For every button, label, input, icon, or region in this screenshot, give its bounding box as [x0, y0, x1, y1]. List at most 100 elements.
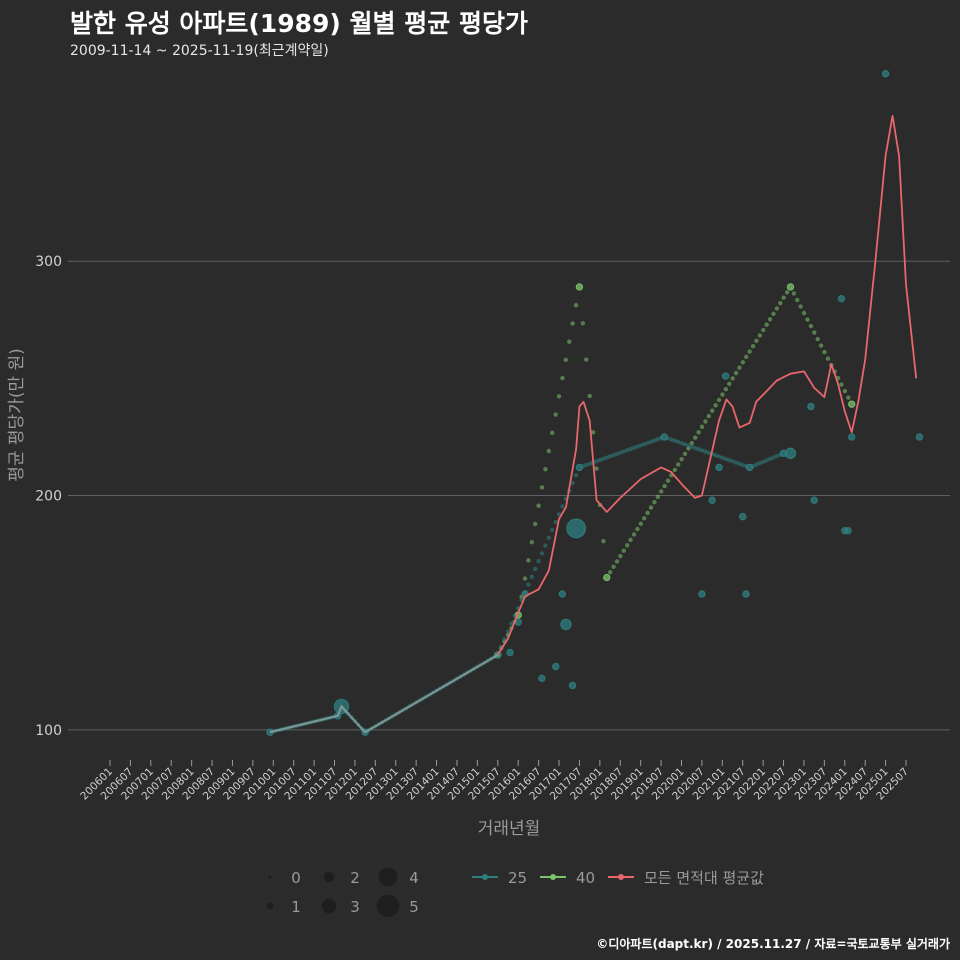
series-40-trail-dot: [713, 403, 718, 408]
series-25-trail-dot: [689, 444, 694, 449]
grid-layer: [68, 260, 950, 731]
series-25-trail-dot: [641, 442, 647, 447]
legend: 0 1 2 3 4 5 25 40 모든 면적대 평균값: [266, 867, 764, 918]
series-40-trail-dot: [720, 392, 725, 397]
series-40-trail-dot: [808, 323, 814, 329]
legend-size-label: 1: [291, 898, 301, 916]
series-25-trail-dot: [587, 461, 592, 466]
series-25-trail-dot: [631, 445, 636, 451]
series-25-trail-dot: [655, 437, 660, 442]
series-25-point: [807, 402, 815, 411]
series-40-trail-dot: [737, 365, 742, 370]
legend-size-label: 3: [350, 898, 360, 916]
series-40-trail-dot: [594, 466, 599, 471]
legend-size-label: 4: [409, 869, 419, 887]
series-25-trail-dot: [730, 459, 735, 464]
series-25-trail-dot: [560, 504, 565, 509]
legend-series-marker: [482, 874, 488, 880]
series-25-trail-dot: [529, 574, 535, 579]
series-40-trail-dot: [543, 467, 548, 472]
series-25-early-line: [269, 653, 499, 734]
chart-title: 발한 유성 아파트(1989) 월별 평균 평당가: [70, 9, 528, 38]
series-40-trail-dot: [801, 310, 807, 316]
series-40-trail-dot: [628, 537, 633, 543]
legend-size-label: 5: [409, 898, 419, 916]
series-40-trail-dot: [825, 356, 831, 361]
series-25-trail-dot: [550, 527, 555, 533]
series-40-point: [603, 573, 611, 582]
series-40-trail-dot: [812, 330, 817, 335]
series-40-trail-dot: [659, 489, 664, 494]
series-25-trail-dot: [601, 456, 606, 462]
series-25-trail-dot: [686, 443, 691, 448]
series-25-trail-dot: [614, 451, 619, 457]
series-40-trail-dot: [723, 387, 729, 392]
series-25-point: [552, 662, 560, 671]
series-40-trail-dot: [587, 393, 592, 399]
series-40-trail-dot: [652, 500, 657, 505]
series-40-trail-dot: [601, 539, 606, 544]
series-40-trail-dot: [822, 349, 827, 355]
series-25-trail-dot: [505, 629, 511, 634]
series-40-trail-dot: [798, 304, 803, 309]
series-40-layer: [494, 283, 856, 659]
series-40-trail-dot: [703, 419, 708, 424]
legend-size-marker: [378, 867, 398, 887]
series-40-trail-dot: [553, 412, 558, 417]
series-25-trail-dot: [543, 543, 548, 548]
series-25-trail-dot: [720, 455, 725, 460]
series-40-trail-dot: [642, 516, 647, 521]
series-40-trail-dot: [839, 382, 844, 387]
y-tick-label: 100: [35, 723, 62, 739]
series-40-trail-dot: [529, 539, 535, 545]
legend-series-marker: [618, 874, 624, 880]
series-40-trail-dot: [662, 483, 667, 489]
series-25-trail-dot: [536, 558, 541, 564]
series-25-trail-dot: [621, 449, 626, 454]
series-40-trail-dot: [590, 430, 596, 435]
series-40-trail-dot: [767, 317, 773, 322]
series-40-trail-dot: [539, 485, 545, 490]
series-40-trail-dot: [655, 494, 661, 500]
footer-credit: ©디아파트(dapt.kr) / 2025.11.27 / 자료=국토교통부 실…: [596, 937, 950, 951]
series-25-point: [538, 674, 546, 683]
series-40-trail-dot: [584, 357, 589, 362]
chart-subtitle: 2009-11-14 ~ 2025-11-19(최근계약일): [70, 43, 329, 59]
series-40-trail-dot: [733, 370, 739, 376]
series-25-trail-dot: [726, 457, 732, 463]
series-40-point: [848, 400, 856, 408]
series-40-trail-dot: [563, 357, 569, 363]
series-25-trail-dot: [645, 440, 650, 446]
series-25-trail-dot: [713, 453, 718, 458]
series-25-point: [742, 590, 750, 598]
series-40-trail-dot: [757, 333, 763, 338]
series-40-trail-dot: [784, 290, 790, 295]
legend-series-label: 25: [508, 869, 527, 887]
series-25-trail-dot: [594, 459, 599, 464]
series-25-point: [844, 526, 852, 535]
series-25-trail-dot: [573, 473, 579, 478]
series-25-trail-dot: [767, 456, 773, 462]
series-25-trail-dot: [546, 535, 552, 540]
series-40-trail-dot: [744, 354, 749, 360]
series-25-trail-dot: [526, 582, 531, 587]
series-40-trail-dot: [846, 395, 851, 400]
legend-series-label: 40: [576, 869, 595, 887]
x-axis-label: 거래년월: [478, 819, 541, 839]
series-25-point: [698, 590, 706, 598]
series-25-trail-dot: [754, 462, 759, 467]
series-40-trail-dot: [805, 317, 810, 322]
series-40-trail-dot: [665, 478, 671, 483]
series-40-trail-dot: [689, 440, 695, 446]
series-25-trail-dot: [764, 458, 769, 463]
series-25-trail-dot: [628, 446, 633, 452]
series-25-trail-dot: [584, 462, 589, 468]
legend-series-marker: [550, 874, 556, 880]
series-40-trail-dot: [672, 467, 678, 473]
series-40-trail-dot: [754, 338, 759, 343]
series-40-trail-dot: [522, 576, 528, 581]
series-25-point: [848, 433, 856, 441]
series-25-trail-dot: [597, 457, 603, 463]
series-40-trail-dot: [536, 503, 541, 508]
